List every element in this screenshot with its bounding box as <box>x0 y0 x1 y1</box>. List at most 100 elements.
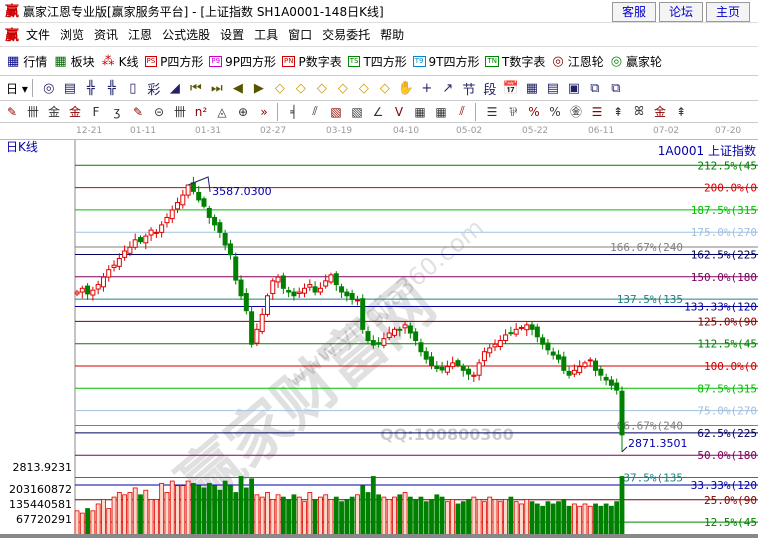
menu-trade[interactable]: 交易委托 <box>322 28 371 42</box>
tool-icon-19[interactable]: ↗ <box>442 80 454 96</box>
toolbar-button-1[interactable]: ▦ 板块 <box>53 53 94 70</box>
draw-tool-icon-24[interactable]: % <box>528 104 540 119</box>
draw-tool-icon-1[interactable]: 卌 <box>26 105 39 119</box>
tool-icon-7[interactable]: ⏮ <box>189 80 202 96</box>
gann-level-label: 25.0%(90 <box>704 494 757 507</box>
draw-tool-icon-20[interactable]: ▦ <box>435 104 447 119</box>
draw-tool-icon-21[interactable]: ⫽ <box>459 104 465 118</box>
gann-level-label: 66.67%(240 <box>617 419 683 432</box>
draw-tool-icon-8[interactable]: 卌 <box>173 105 186 119</box>
toolbar-button-6[interactable]: TS T四方形 <box>347 53 407 70</box>
draw-tool-icon-25[interactable]: % <box>549 104 561 119</box>
draw-tool-icon-3[interactable]: 金 <box>68 105 81 119</box>
volume-bar <box>545 501 551 536</box>
candle-body <box>439 366 445 371</box>
menu-help[interactable]: 帮助 <box>380 28 405 42</box>
tool-icon-1[interactable]: ▤ <box>63 80 76 96</box>
menu-tools[interactable]: 工具 <box>254 28 279 42</box>
draw-tool-icon-4[interactable]: F <box>92 104 100 119</box>
draw-tool-icon-0[interactable]: ✎ <box>6 104 18 119</box>
draw-tool-icon-27[interactable]: ☰ <box>591 104 603 119</box>
menu-gann[interactable]: 江恩 <box>128 28 153 42</box>
tool-icon-25[interactable]: ▣ <box>567 80 580 96</box>
draw-tool-icon-9[interactable]: n² <box>194 104 208 119</box>
tool-icon-15[interactable]: ◇ <box>358 80 369 96</box>
tool-icon-4[interactable]: ▯ <box>129 80 137 96</box>
tool-icon-11[interactable]: ◇ <box>274 80 285 96</box>
draw-tool-icon-2[interactable]: 金 <box>47 105 60 119</box>
tool-icon-13[interactable]: ◇ <box>316 80 327 96</box>
candle-body <box>106 269 112 278</box>
toolbar-button-0[interactable]: ▦ 行情 <box>6 53 47 70</box>
candle-body <box>381 338 387 346</box>
volume-bar <box>275 494 281 536</box>
toolbar-button-8[interactable]: TN T数字表 <box>485 53 545 70</box>
tool-icon-10[interactable]: ▶ <box>253 80 264 96</box>
draw-tool-icon-26[interactable]: ㊎ <box>569 105 582 119</box>
tool-icon-21[interactable]: 段 <box>483 82 497 98</box>
tool-icon-3[interactable]: ╬ <box>107 80 116 96</box>
menu-browse[interactable]: 浏览 <box>60 28 85 42</box>
draw-tool-icon-31[interactable]: ⇞ <box>675 104 687 119</box>
separator <box>475 102 476 121</box>
draw-tool-icon-15[interactable]: ▧ <box>330 104 342 119</box>
draw-tool-icon-13[interactable]: ╡ <box>290 104 298 119</box>
tool-icon-26[interactable]: ⧉ <box>590 80 600 96</box>
toolbar-button-7[interactable]: T9 9T四方形 <box>412 53 479 70</box>
draw-tool-icon-19[interactable]: ▦ <box>414 104 426 119</box>
draw-tool-icon-23[interactable]: ⅌ <box>509 105 517 119</box>
tool-icon-5[interactable]: 彩 <box>147 82 161 98</box>
candle-body <box>360 298 366 330</box>
toolbar-button-10[interactable]: ◎ 赢家轮 <box>610 53 662 70</box>
draw-tool-icon-5[interactable]: ʒ <box>113 104 121 119</box>
toolbar-button-4[interactable]: P9 9P四方形 <box>209 53 276 70</box>
tool-icon-17[interactable]: ✋ <box>397 80 414 96</box>
tool-icon-20[interactable]: 节 <box>462 82 476 98</box>
kline-chart[interactable]: 赢家财富网www.yingjia360.comQQ:100800360212.5… <box>0 140 758 536</box>
draw-tool-icon-11[interactable]: ⊕ <box>237 104 249 119</box>
period-selector[interactable]: 日 ▾ <box>6 81 28 96</box>
gann-level-label: 200.0%(0 <box>704 182 757 195</box>
menu-file[interactable]: 文件 <box>26 28 51 42</box>
tool-icon-2[interactable]: ╬ <box>86 80 95 96</box>
tool-icon-6[interactable]: ◢ <box>169 80 180 96</box>
draw-tool-icon-14[interactable]: ⫽ <box>312 104 318 118</box>
draw-tool-icon-30[interactable]: 金 <box>653 105 666 119</box>
volume-bar <box>312 498 318 536</box>
tool-icon-22[interactable]: 📅 <box>502 80 519 96</box>
forum-button[interactable]: 论坛 <box>659 2 703 22</box>
draw-tool-icon-28[interactable]: ⇞ <box>612 104 624 119</box>
menu-formula[interactable]: 公式选股 <box>162 28 211 42</box>
tool-icon-8[interactable]: ⏭ <box>210 80 223 96</box>
draw-tool-icon-10[interactable]: ◬ <box>217 104 227 119</box>
draw-tool-icon-29[interactable]: ꕤ <box>634 104 644 118</box>
candle-body <box>508 332 514 335</box>
tool-icon-9[interactable]: ◀ <box>232 80 243 96</box>
draw-tool-icon-17[interactable]: ∠ <box>372 104 384 119</box>
draw-tool-icon-12[interactable]: » <box>260 104 268 119</box>
tool-icon-23[interactable]: ▦ <box>525 80 538 96</box>
tool-icon-12[interactable]: ◇ <box>295 80 306 96</box>
toolbar-button-9[interactable]: ◎ 江恩轮 <box>551 53 603 70</box>
toolbar-button-2[interactable]: ⁂ K线 <box>101 53 139 70</box>
menu-window[interactable]: 窗口 <box>288 28 313 42</box>
tool-icon-0[interactable]: ◎ <box>43 80 55 96</box>
tool-icon-16[interactable]: ◇ <box>379 80 390 96</box>
tool-icon-18[interactable]: + <box>421 80 433 96</box>
draw-tool-icon-6[interactable]: ✎ <box>132 104 144 119</box>
draw-tool-icon-18[interactable]: V <box>394 104 404 119</box>
toolbar-button-5[interactable]: PN P数字表 <box>281 53 342 70</box>
candle-body <box>550 351 556 356</box>
draw-tool-icon-7[interactable]: ⊝ <box>153 104 165 119</box>
menu-settings[interactable]: 设置 <box>220 28 245 42</box>
date-tick: 02-27 <box>260 126 287 136</box>
tool-icon-14[interactable]: ◇ <box>337 80 348 96</box>
draw-tool-icon-16[interactable]: ▧ <box>351 104 363 119</box>
tool-icon-27[interactable]: ⧉ <box>611 80 621 96</box>
menu-info[interactable]: 资讯 <box>94 28 119 42</box>
draw-tool-icon-22[interactable]: ☰ <box>486 104 498 119</box>
toolbar-button-3[interactable]: PS P四方形 <box>144 53 203 70</box>
homepage-button[interactable]: 主页 <box>706 2 750 22</box>
tool-icon-24[interactable]: ▤ <box>546 80 559 96</box>
customer-service-button[interactable]: 客服 <box>612 2 656 22</box>
